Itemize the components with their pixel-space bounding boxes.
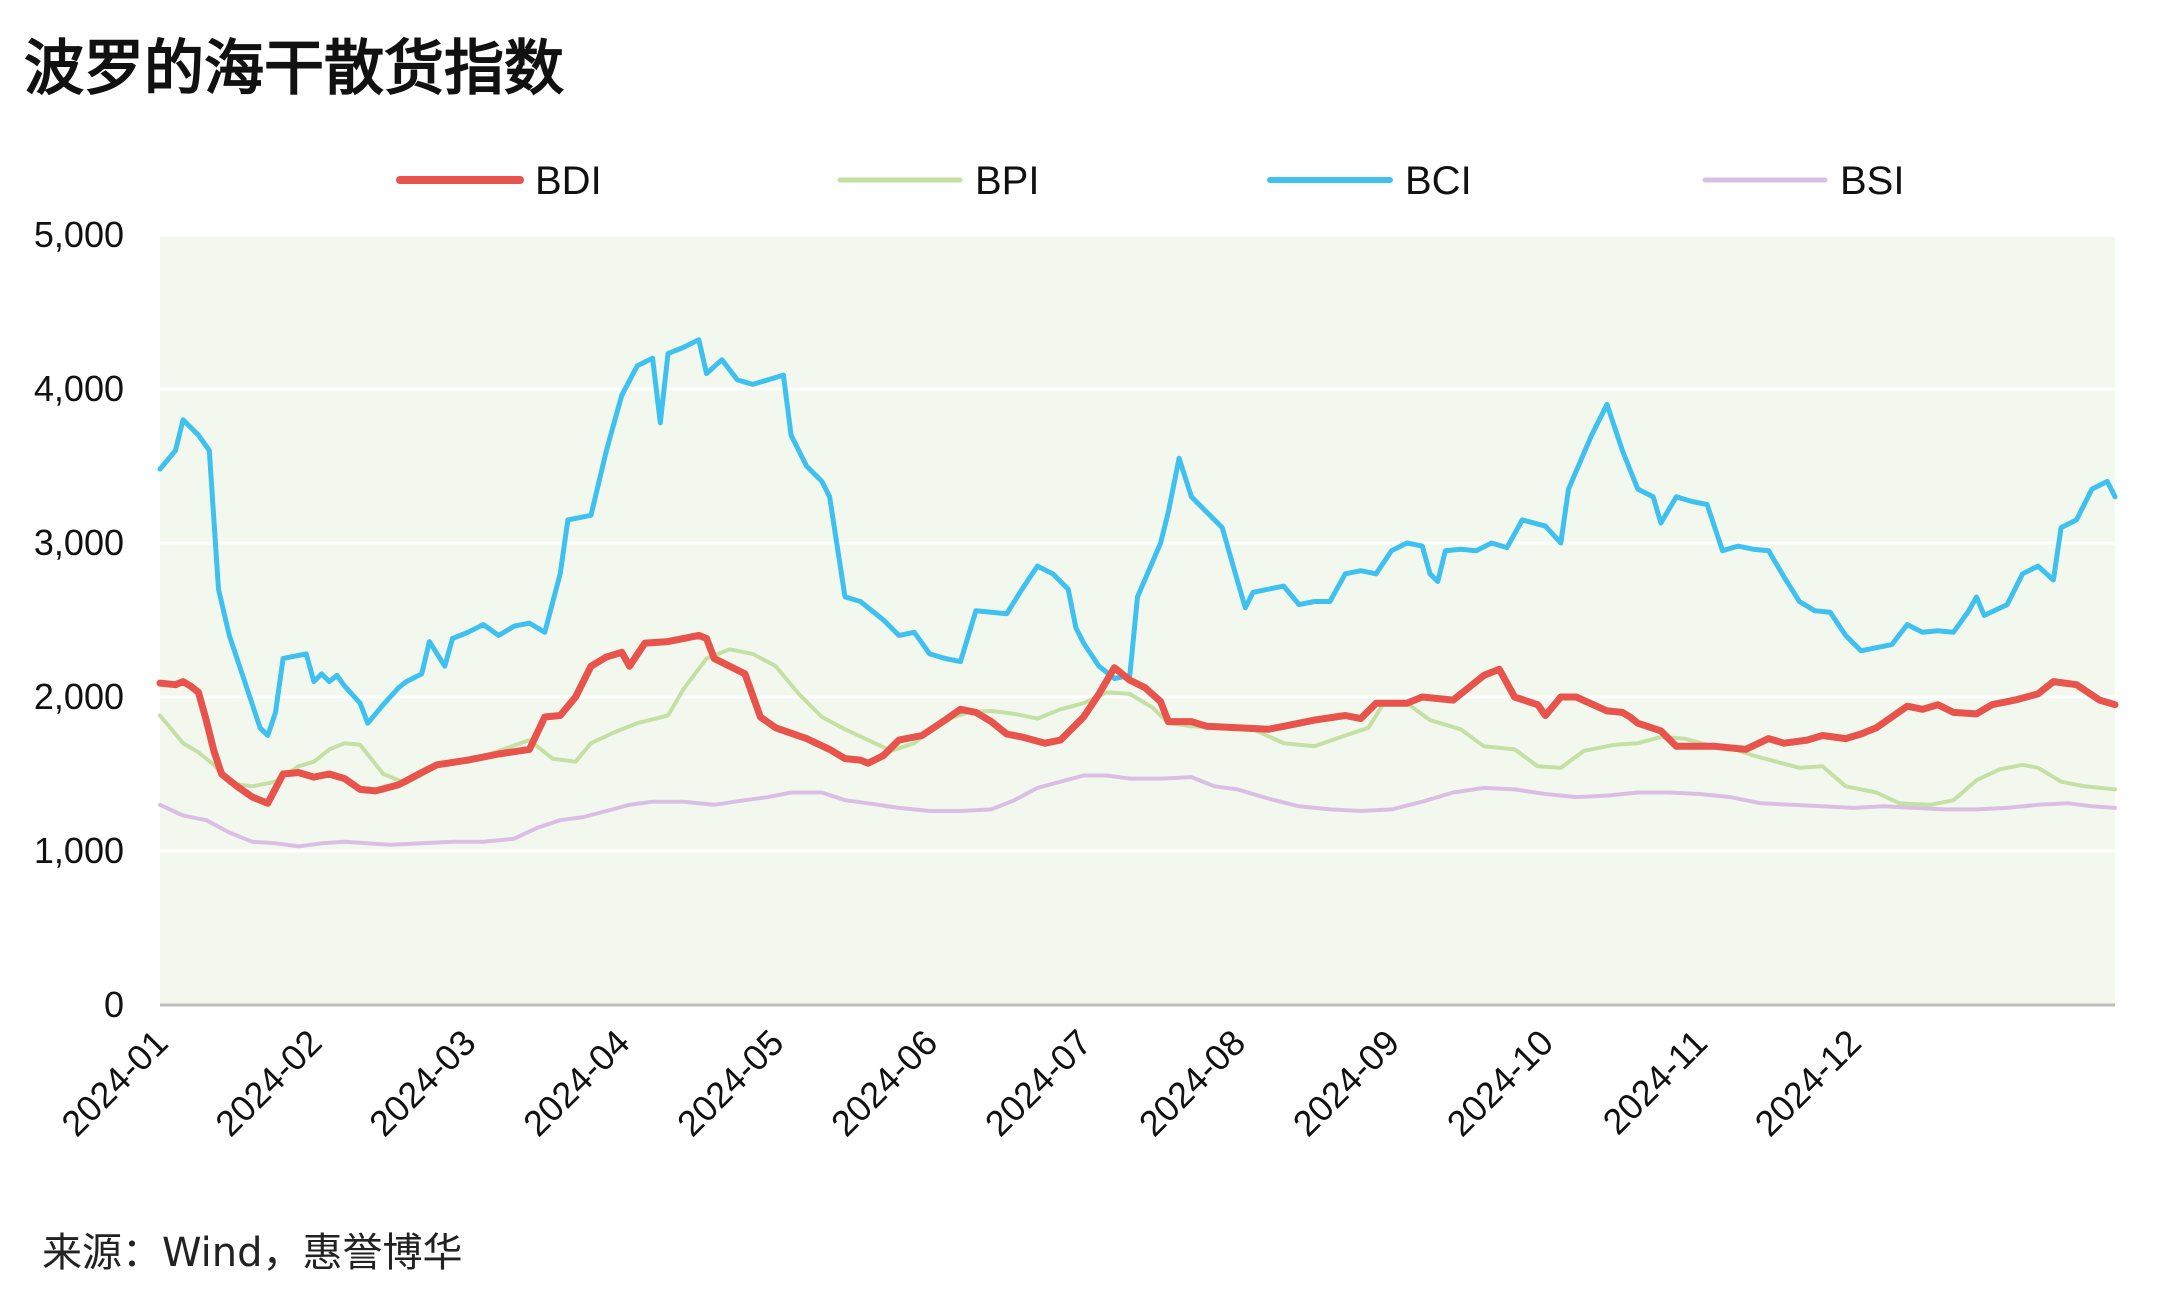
- series-lines: [156, 337, 2119, 849]
- series-line-bci: [157, 337, 2118, 738]
- y-tick-label: 2,000: [34, 676, 124, 717]
- x-tick-label: 2024-02: [207, 1022, 329, 1144]
- x-axis-ticks: 2024-01 2024-02 2024-03 2024-04 2024-05 2024-…: [53, 1022, 1869, 1144]
- x-tick-label: 2024-10: [1439, 1022, 1561, 1144]
- legend-label-bdi: BDI: [535, 159, 602, 203]
- series-line-bsi: [158, 773, 2117, 849]
- y-tick-label: 5,000: [34, 214, 124, 255]
- y-tick-label: 1,000: [34, 830, 124, 871]
- legend-label-bci: BCI: [1405, 159, 1472, 203]
- x-tick-label: 2024-03: [361, 1022, 483, 1144]
- chart-title: 波罗的海干散货指数: [24, 34, 564, 104]
- y-axis-ticks: 0 1,000 2,000 3,000 4,000 5,000: [34, 214, 124, 1025]
- x-tick-label: 2024-01: [53, 1022, 175, 1144]
- y-tick-label: 3,000: [34, 522, 124, 563]
- y-tick-label: 0: [104, 984, 124, 1025]
- x-tick-label: 2024-09: [1285, 1022, 1407, 1144]
- series-line-bdi: [156, 631, 2119, 807]
- source-note: 来源：Wind，惠誉博华: [42, 1230, 463, 1276]
- x-tick-label: 2024-06: [823, 1022, 945, 1144]
- legend-label-bsi: BSI: [1840, 159, 1904, 203]
- legend: BDI BPI BCI BSI: [396, 159, 1904, 203]
- y-tick-label: 4,000: [34, 368, 124, 409]
- x-tick-label: 2024-07: [977, 1022, 1099, 1144]
- x-tick-label: 2024-04: [515, 1022, 637, 1144]
- legend-label-bpi: BPI: [975, 159, 1039, 203]
- x-tick-label: 2024-11: [1594, 1022, 1715, 1143]
- x-tick-label: 2024-05: [669, 1022, 791, 1144]
- gridlines: [160, 233, 2115, 1007]
- x-tick-label: 2024-12: [1747, 1022, 1869, 1144]
- x-tick-label: 2024-08: [1131, 1022, 1253, 1144]
